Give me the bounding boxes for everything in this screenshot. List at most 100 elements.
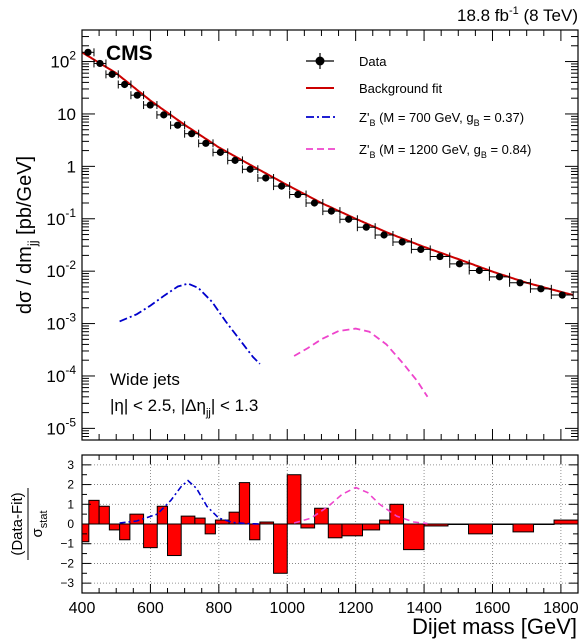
experiment-label: CMS — [106, 42, 153, 65]
ratio-bar — [327, 523, 343, 539]
annotation-line-2-sub: jj — [205, 407, 211, 419]
main-y-tick-label: 10-4 — [46, 363, 76, 386]
data-point — [105, 70, 119, 79]
data-point — [468, 266, 490, 275]
data-point-marker — [475, 266, 483, 275]
background-fit-curve — [81, 51, 574, 296]
main-y-tick-exponent: 2 — [69, 49, 76, 63]
ratio-bar — [129, 513, 145, 525]
ratio-bars — [81, 474, 579, 574]
data-point-marker — [294, 190, 302, 199]
data-point-marker — [108, 70, 116, 78]
ratio-bar — [512, 523, 535, 533]
main-y-axis-title-tail: [pb/GeV] — [14, 156, 36, 241]
main-y-tick-base: 10 — [57, 105, 76, 124]
ratio-bar — [167, 523, 182, 557]
main-y-axis-title-main: dσ / dm — [14, 246, 36, 314]
main-y-ticks — [82, 29, 578, 441]
legend-data-label: Data — [359, 54, 387, 69]
ratio-y-ticks — [82, 454, 578, 594]
legend-item-zb1200: Z'B (M = 1200 GeV, gB = 0.84) — [306, 142, 531, 160]
data-point — [198, 139, 214, 148]
data-point — [227, 156, 243, 165]
data-point-marker — [537, 285, 545, 293]
ratio-x-tick-label: 1800 — [543, 600, 579, 617]
data-point — [117, 80, 132, 89]
ratio-y-axis-title-sigma: σ — [29, 528, 46, 538]
legend-zb1200-sub: B — [369, 150, 375, 160]
main-y-tick-base: 10 — [46, 262, 65, 281]
data-point — [289, 190, 307, 199]
ratio-bar — [300, 523, 316, 529]
main-y-tick-label: 102 — [50, 49, 76, 72]
data-point-marker — [277, 182, 286, 190]
legend-zb700-sub2: B — [474, 118, 480, 128]
main-y-axis-title: dσ / dmjj [pb/GeV] — [14, 156, 40, 314]
legend-zb1200-tail: (M = 1200 GeV, g — [375, 142, 480, 157]
data-point-marker — [246, 165, 254, 173]
ratio-x-tick-label: 1400 — [406, 600, 442, 617]
ratio-y-tick-label: −1 — [60, 537, 74, 551]
ratio-signal-zb700 — [119, 479, 260, 525]
data-point — [410, 245, 431, 254]
data-point — [509, 278, 531, 287]
lumi-exponent: -1 — [509, 5, 519, 17]
ratio-bar — [259, 521, 275, 525]
data-point — [305, 198, 324, 207]
data-point — [488, 272, 511, 281]
main-series — [81, 48, 574, 398]
data-point — [322, 207, 341, 216]
annotation-line-2: |η| < 2.5, |Δηjj| < 1.3 — [110, 396, 258, 419]
ratio-bar — [108, 523, 121, 531]
ratio-bar — [249, 523, 261, 541]
annotation-line-2-main: |η| < 2.5, |Δη — [110, 396, 206, 415]
ratio-x-tick-label: 1200 — [338, 600, 374, 617]
main-y-tick-base: 10 — [46, 210, 65, 229]
legend-zb700-label: Z'B (M = 700 GeV, gB = 0.37) — [359, 110, 524, 128]
ratio-y-tick-label: 3 — [67, 458, 74, 472]
main-y-tick-label: 10-5 — [46, 415, 76, 438]
data-point-marker — [436, 252, 444, 261]
data-point — [143, 101, 158, 110]
data-point-marker — [455, 260, 464, 268]
main-y-tick-base: 10 — [46, 367, 65, 386]
ratio-y-tick-label: 2 — [67, 478, 74, 492]
data-point — [184, 129, 200, 138]
ratio-signal-zb1200 — [293, 486, 428, 525]
ratio-bar — [98, 505, 110, 525]
legend-item-fit: Background fit — [306, 81, 442, 96]
data-point — [130, 91, 145, 100]
ratio-x-ticks — [81, 455, 579, 593]
ratio-bar — [194, 517, 206, 525]
data-point — [212, 148, 229, 157]
data-point — [93, 59, 107, 68]
ratio-x-tick-label: 400 — [69, 600, 96, 617]
data-point-marker — [380, 231, 388, 239]
data-point-marker — [231, 156, 239, 164]
data-point — [529, 284, 552, 293]
data-point-marker — [417, 245, 425, 254]
ratio-bar — [286, 474, 302, 525]
main-y-tick-exponent: -4 — [65, 363, 76, 377]
ratio-panel: 400 600 800 1000 1200 1400 1600 1800 −3 −2 −1 0 1 2 3… — [9, 454, 579, 639]
ratio-bar — [553, 519, 579, 525]
ratio-bar — [423, 523, 449, 527]
legend-zb1200-tail2: = 0.84) — [487, 142, 531, 157]
data-point-marker — [516, 279, 524, 287]
ratio-bar — [361, 523, 381, 531]
ratio-bar — [533, 523, 555, 525]
data-point-marker — [188, 130, 196, 138]
ratio-signals — [119, 479, 428, 525]
signal-curve-zb700 — [119, 282, 261, 365]
data-point-marker — [146, 101, 154, 109]
main-y-tick-label: 10-3 — [46, 311, 76, 334]
ratio-y-tick-label: 0 — [67, 517, 74, 531]
main-y-tick-label: 10 — [57, 105, 76, 124]
energy-label: (8 TeV) — [519, 6, 578, 25]
data-point-marker — [310, 199, 319, 207]
data-point — [449, 259, 470, 268]
data-point-marker — [133, 91, 141, 99]
ratio-x-tick-label: 1600 — [475, 600, 511, 617]
ratio-bar — [238, 482, 251, 525]
